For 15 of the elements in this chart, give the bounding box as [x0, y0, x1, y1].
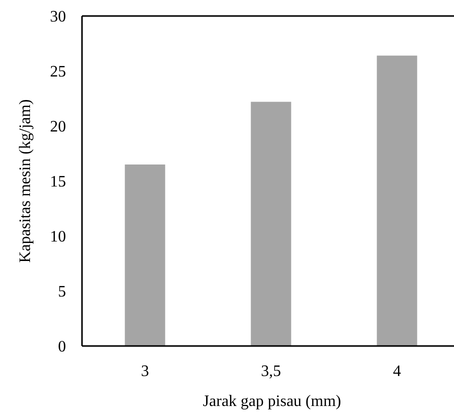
- bar: [124, 164, 166, 346]
- x-tick-label: 3: [141, 363, 149, 380]
- bar: [376, 56, 418, 346]
- y-tick-label: 25: [50, 64, 66, 81]
- y-tick-label: 0: [58, 338, 66, 356]
- y-tick-label: 30: [50, 8, 66, 26]
- x-tick-label: 3,5: [261, 363, 281, 380]
- y-tick-label: 10: [50, 228, 66, 246]
- x-tick-label: 4: [393, 363, 401, 380]
- y-tick-label: 15: [50, 174, 66, 191]
- y-axis-title: Kapasitas mesin (kg/jam): [17, 99, 34, 263]
- y-tick-label: 20: [50, 118, 66, 136]
- bar: [250, 102, 292, 346]
- y-tick-label: 5: [58, 284, 66, 301]
- x-axis-title: Jarak gap pisau (mm): [202, 393, 342, 410]
